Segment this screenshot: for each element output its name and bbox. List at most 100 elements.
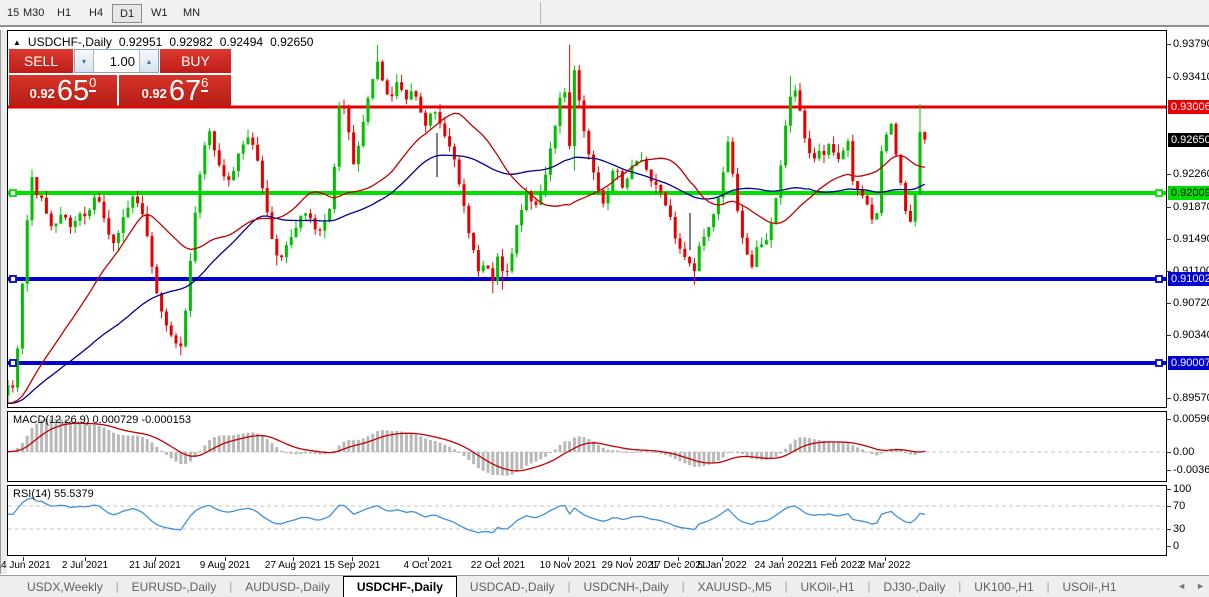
ma-fast-line: [8, 112, 925, 404]
price-badge: 0.91002: [1168, 272, 1209, 286]
line-handle[interactable]: [9, 359, 17, 367]
date-label: 2 Jul 2021: [61, 560, 109, 571]
sell-price-base: 0.92: [29, 86, 55, 101]
tab-eurusd[interactable]: EURUSD-,Daily: [131, 579, 217, 594]
chart-tab-bar: USDX,Weekly | EURUSD-,Daily | AUDUSD-,Daily U…: [0, 575, 1209, 597]
tab-usdchf[interactable]: USDCHF-,Daily: [342, 576, 457, 597]
timeframe-button-m30[interactable]: M30: [23, 7, 45, 19]
price-axis-label: 30: [1173, 523, 1186, 535]
date-label: 10 Nov 2021: [539, 560, 597, 571]
tab-separator: |: [229, 580, 233, 593]
sell-button[interactable]: SELL: [9, 49, 73, 73]
chart-title: ▲ USDCHF-,Daily 0.92951 0.92982 0.92494 …: [13, 35, 313, 49]
date-axis: 14 Jun 2021 2 Jul 2021 21 Jul 2021 9 Aug 20…: [0, 557, 1167, 574]
axis-tick: [1167, 303, 1171, 304]
axis-tick: [1167, 335, 1171, 336]
line-handle[interactable]: [9, 275, 17, 283]
timeframe-button-15[interactable]: 15: [7, 7, 20, 19]
buy-price-base: 0.92: [141, 86, 167, 101]
macd-indicator-pane[interactable]: [7, 411, 1167, 482]
date-tick: [85, 557, 86, 561]
axis-tick: [1167, 207, 1171, 208]
sell-price-main: 65: [56, 75, 90, 107]
date-tick: [782, 557, 783, 561]
axis-tick: [1167, 529, 1171, 530]
date-tick: [293, 557, 294, 561]
date-label: 11 Feb 2022: [807, 560, 863, 571]
tab-separator: |: [681, 580, 685, 593]
line-handle[interactable]: [1155, 189, 1163, 197]
price-badge: 0.90007: [1168, 356, 1209, 370]
price-axis-label: 0.90720: [1173, 297, 1209, 309]
tab-separator: |: [958, 580, 962, 593]
tab-usdcnh[interactable]: USDCNH-,Daily: [583, 579, 669, 594]
macd-label: MACD(12,26,9) 0.000729 -0.000153: [13, 414, 191, 426]
date-label: 17 Dec 2021: [649, 560, 707, 571]
date-tick: [568, 557, 569, 561]
date-tick: [835, 557, 836, 561]
line-handle[interactable]: [1155, 275, 1163, 283]
date-label: 4 Oct 2021: [403, 560, 453, 571]
tab-audusd[interactable]: AUDUSD-,Daily: [245, 579, 330, 594]
price-axis-label: 0.93790: [1173, 38, 1209, 50]
sell-price-pip: 0: [89, 75, 97, 92]
rsi-chart: [8, 497, 1164, 534]
buy-price-box[interactable]: 0.92 67 6: [119, 75, 231, 106]
line-handle[interactable]: [9, 189, 17, 197]
price-axis-label: 0.91490: [1173, 233, 1209, 245]
tab-ukoil[interactable]: UKOil-,H1: [800, 579, 855, 594]
tab-separator: |: [1046, 580, 1050, 593]
axis-tick: [1167, 452, 1171, 453]
volume-decrease-icon[interactable]: ▾: [75, 50, 94, 72]
date-tick: [225, 557, 226, 561]
tab-usoil[interactable]: USOil-,H1: [1062, 579, 1117, 594]
line-handle[interactable]: [1155, 359, 1163, 367]
price-axis-label: 0.89570: [1173, 392, 1209, 404]
price-axis-label: 0.005963: [1173, 413, 1209, 425]
price-badge: 0.92650: [1168, 133, 1209, 147]
date-label: 21 Jul 2021: [129, 560, 181, 571]
tab-usdcad[interactable]: USDCAD-,Daily: [469, 579, 555, 594]
date-label: 24 Jan 2022: [754, 560, 810, 571]
price-axis-label: 0.00: [1173, 446, 1195, 458]
tab-usdx[interactable]: USDX,Weekly: [27, 579, 103, 594]
tab-dj30[interactable]: DJ30-,Daily: [883, 579, 946, 594]
axis-tick: [1167, 546, 1171, 547]
axis-tick: [1167, 239, 1171, 240]
timeframe-button-mn[interactable]: MN: [183, 7, 201, 19]
tab-scroll-right-icon[interactable]: ►: [1196, 581, 1205, 591]
date-tick: [885, 557, 886, 561]
buy-button[interactable]: BUY: [160, 49, 231, 73]
collapse-triangle-icon[interactable]: ▲: [13, 37, 21, 47]
tab-xauusd[interactable]: XAUUSD-,M5: [697, 579, 772, 594]
volume-increase-icon[interactable]: ▴: [139, 50, 158, 72]
date-tick: [678, 557, 679, 561]
timeframe-button-w1[interactable]: W1: [151, 7, 168, 19]
date-label: 29 Nov 2021: [601, 560, 659, 571]
tab-separator: |: [867, 580, 871, 593]
timeframe-button-h1[interactable]: H1: [57, 7, 72, 19]
price-axis-label: 0.91870: [1173, 201, 1209, 213]
tab-scroll-left-icon[interactable]: ◄: [1177, 581, 1187, 591]
macd-signal-line: [8, 422, 925, 472]
buy-price-pip: 6: [201, 75, 209, 92]
ma-slow-line: [8, 154, 926, 405]
volume-input[interactable]: [94, 50, 139, 72]
sell-price-box[interactable]: 0.92 65 0: [9, 75, 117, 106]
timeframe-button-d1[interactable]: D1: [112, 4, 143, 23]
tab-separator: |: [784, 580, 788, 593]
rsi-indicator-pane[interactable]: [7, 485, 1167, 556]
one-click-trade-panel: SELL ▾ ▴ BUY 0.92 65 0 0.92 67 6: [9, 49, 231, 106]
date-tick: [722, 557, 723, 561]
candles: [8, 44, 927, 402]
tab-separator: |: [115, 580, 119, 593]
window-frame: [0, 30, 7, 574]
timeframe-button-h4[interactable]: H4: [89, 7, 104, 19]
axis-tick: [1167, 44, 1171, 45]
toolbar-separator: [540, 2, 541, 24]
tab-uk100[interactable]: UK100-,H1: [974, 579, 1034, 594]
rsi-label: RSI(14) 55.5379: [13, 488, 94, 500]
symbol-period-label: USDCHF-,Daily: [27, 35, 112, 49]
price-axis-label: -0.00366: [1173, 464, 1209, 476]
